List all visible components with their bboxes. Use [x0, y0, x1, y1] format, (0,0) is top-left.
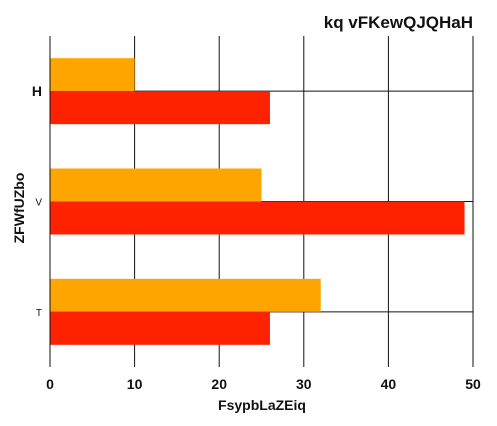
- bar-H-2: [50, 91, 270, 125]
- x-axis-label: FsypbLaZEiq: [218, 397, 306, 413]
- x-tick-labels: 0 10 20 30 40 50: [46, 376, 481, 392]
- chart-title: kq vFKewQJQHaH: [324, 13, 473, 32]
- x-tick-label: 10: [127, 376, 143, 392]
- x-tick-label: 0: [46, 376, 54, 392]
- y-tick-label: V: [35, 198, 42, 209]
- x-tick-label: 30: [296, 376, 312, 392]
- bars: [50, 58, 465, 345]
- y-tick-label: T: [36, 308, 42, 319]
- bar-T-2: [50, 311, 270, 345]
- y-tick-labels: H V T: [32, 83, 42, 319]
- x-tick-label: 50: [465, 376, 481, 392]
- y-axis-label: ZFWfUZbo: [11, 173, 27, 244]
- x-tick-label: 40: [381, 376, 397, 392]
- y-tick-label: H: [32, 83, 42, 99]
- x-tick-label: 20: [211, 376, 227, 392]
- bar-T-1: [50, 278, 321, 312]
- bar-V-2: [50, 201, 465, 235]
- bar-H-1: [50, 58, 135, 92]
- bar-V-1: [50, 168, 262, 202]
